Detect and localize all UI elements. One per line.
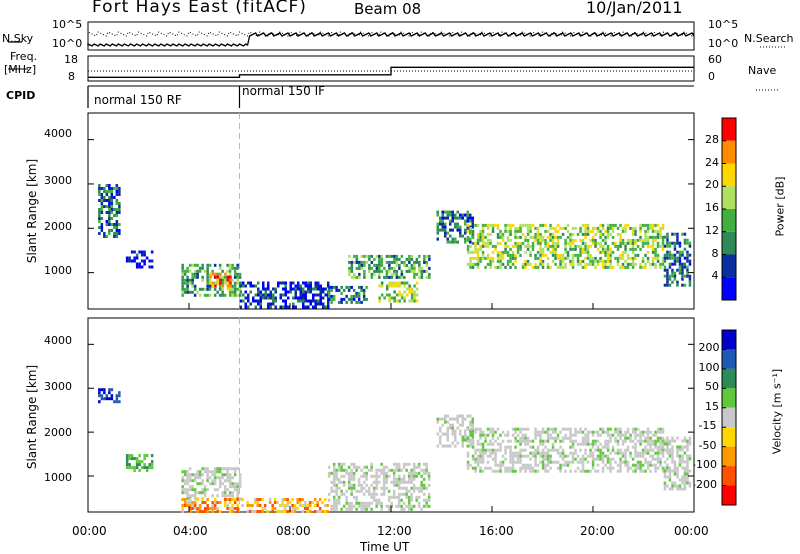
- count-tick-left-bottom: 10^0: [52, 37, 83, 50]
- velocity-echo-region-4: [327, 462, 431, 511]
- power-colorbar-tick: 8: [711, 246, 719, 260]
- power-colorbar-swatch-1: [722, 140, 736, 164]
- velocity-echo-region-3: [181, 498, 329, 513]
- power-echo-region-3: [209, 272, 232, 291]
- power-echo-region-9: [466, 223, 665, 269]
- cpid-segment-2: normal 150 IF: [242, 84, 326, 98]
- power-colorbar-tick: 4: [711, 269, 719, 283]
- count-tick-right-top: 10^5: [708, 18, 739, 31]
- power-colorbar-swatch-3: [722, 186, 736, 209]
- velocity-colorbar-tick: 50: [705, 380, 719, 394]
- power-colorbar-swatch-2: [722, 163, 736, 187]
- velocity-colorbar-tick: -15: [698, 419, 717, 433]
- freq-series: [88, 66, 694, 78]
- velocity-echo-region-7: [663, 436, 692, 491]
- power-colorbar-tick: 12: [705, 223, 719, 237]
- count-tick-left-top: 10^5: [52, 18, 83, 31]
- x-axis-label: Time UT: [360, 540, 410, 554]
- power-ytick-3000: 3000: [44, 174, 72, 187]
- power-colorbar-swatch-5: [722, 231, 736, 255]
- velocity-echo-region-1: [125, 454, 154, 473]
- velocity-colorbar-frame: [721, 329, 737, 506]
- velocity-echo-region-2: [181, 467, 242, 501]
- velocity-colorbar-swatch-3: [722, 388, 736, 408]
- velocity-colorbar-swatch-7: [722, 466, 736, 486]
- xtick-2: 08:00: [276, 524, 311, 538]
- velocity-colorbar-tick: -200: [692, 477, 717, 491]
- power-colorbar-swatch-6: [722, 254, 736, 278]
- count-panel-frame: [87, 21, 695, 51]
- xtick-0: 00:00: [72, 524, 107, 538]
- power-colorbar-swatch-4: [722, 209, 736, 232]
- cpid-label: CPID: [6, 89, 36, 102]
- velocity-colorbar-tick: 100: [698, 360, 720, 374]
- power-echo-region-0: [98, 184, 121, 238]
- velocity-colorbar-swatch-0: [722, 330, 736, 350]
- nsky-series: [87, 32, 695, 47]
- power-ytick-4000: 4000: [44, 127, 72, 140]
- velocity-colorbar-tick: -100: [692, 458, 717, 472]
- nave-tick-top: 60: [708, 53, 722, 66]
- power-ytick-1000: 1000: [44, 264, 72, 277]
- cpid-segment-1: normal 150 RF: [94, 93, 182, 107]
- velocity-colorbar-tick: 200: [698, 341, 720, 355]
- count-tick-right-bottom: 10^0: [708, 37, 739, 50]
- velocity-colorbar-swatch-5: [722, 427, 736, 447]
- power-colorbar-swatch-0: [722, 118, 736, 141]
- velocity-colorbar-tick: -50: [698, 438, 717, 452]
- xtick-6: 00:00: [674, 524, 709, 538]
- freq-tick-top: 18: [64, 53, 78, 66]
- velocity-ytick-4000: 4000: [44, 334, 72, 347]
- nave-label: Nave: [748, 64, 777, 77]
- power-panel-frame: [87, 112, 695, 310]
- power-echo-region-5: [327, 285, 368, 304]
- freq-tick-bottom: 8: [68, 70, 75, 83]
- power-colorbar-tick: 16: [705, 201, 719, 214]
- velocity-colorbar-swatch-8: [722, 485, 736, 505]
- power-ytick-2000: 2000: [44, 220, 72, 233]
- velocity-colorbar-swatch-4: [722, 407, 736, 428]
- beam-label: Beam 08: [354, 0, 422, 18]
- xtick-3: 12:00: [377, 524, 412, 538]
- xtick-5: 20:00: [580, 524, 615, 538]
- power-colorbar-swatch-7: [722, 277, 736, 300]
- nsearch-label: N.Search: [744, 32, 794, 45]
- power-colorbar-tick: 28: [705, 132, 719, 146]
- velocity-colorbar-swatch-6: [722, 446, 736, 467]
- power-echo-region-7: [378, 281, 419, 303]
- date-label: 10/Jan/2011: [586, 0, 683, 17]
- velocity-echo-region-5: [436, 414, 474, 448]
- power-echo-region-6: [348, 254, 431, 279]
- velocity-echo-region-0: [98, 388, 121, 404]
- velocity-colorbar-swatch-1: [722, 349, 736, 369]
- velocity-ytick-1000: 1000: [44, 471, 72, 484]
- velocity-echo-region-6: [466, 427, 665, 473]
- velocity-colorbar-swatch-2: [722, 368, 736, 389]
- velocity-ytick-2000: 2000: [44, 426, 72, 439]
- freq-label-1: Freq.: [10, 50, 38, 63]
- power-colorbar-tick: 24: [705, 155, 719, 169]
- velocity-colorbar-tick: 15: [705, 399, 719, 413]
- xtick-1: 04:00: [173, 524, 208, 538]
- power-colorbar-tick: 20: [705, 178, 719, 192]
- xtick-4: 16:00: [479, 524, 514, 538]
- power-echo-region-10: [663, 232, 692, 287]
- freq-panel-frame: [87, 55, 695, 82]
- power-echo-region-1: [125, 250, 154, 269]
- station-title: Fort Hays East (fitACF): [92, 0, 307, 17]
- nave-tick-bottom: 0: [708, 70, 715, 83]
- velocity-ytick-3000: 3000: [44, 380, 72, 393]
